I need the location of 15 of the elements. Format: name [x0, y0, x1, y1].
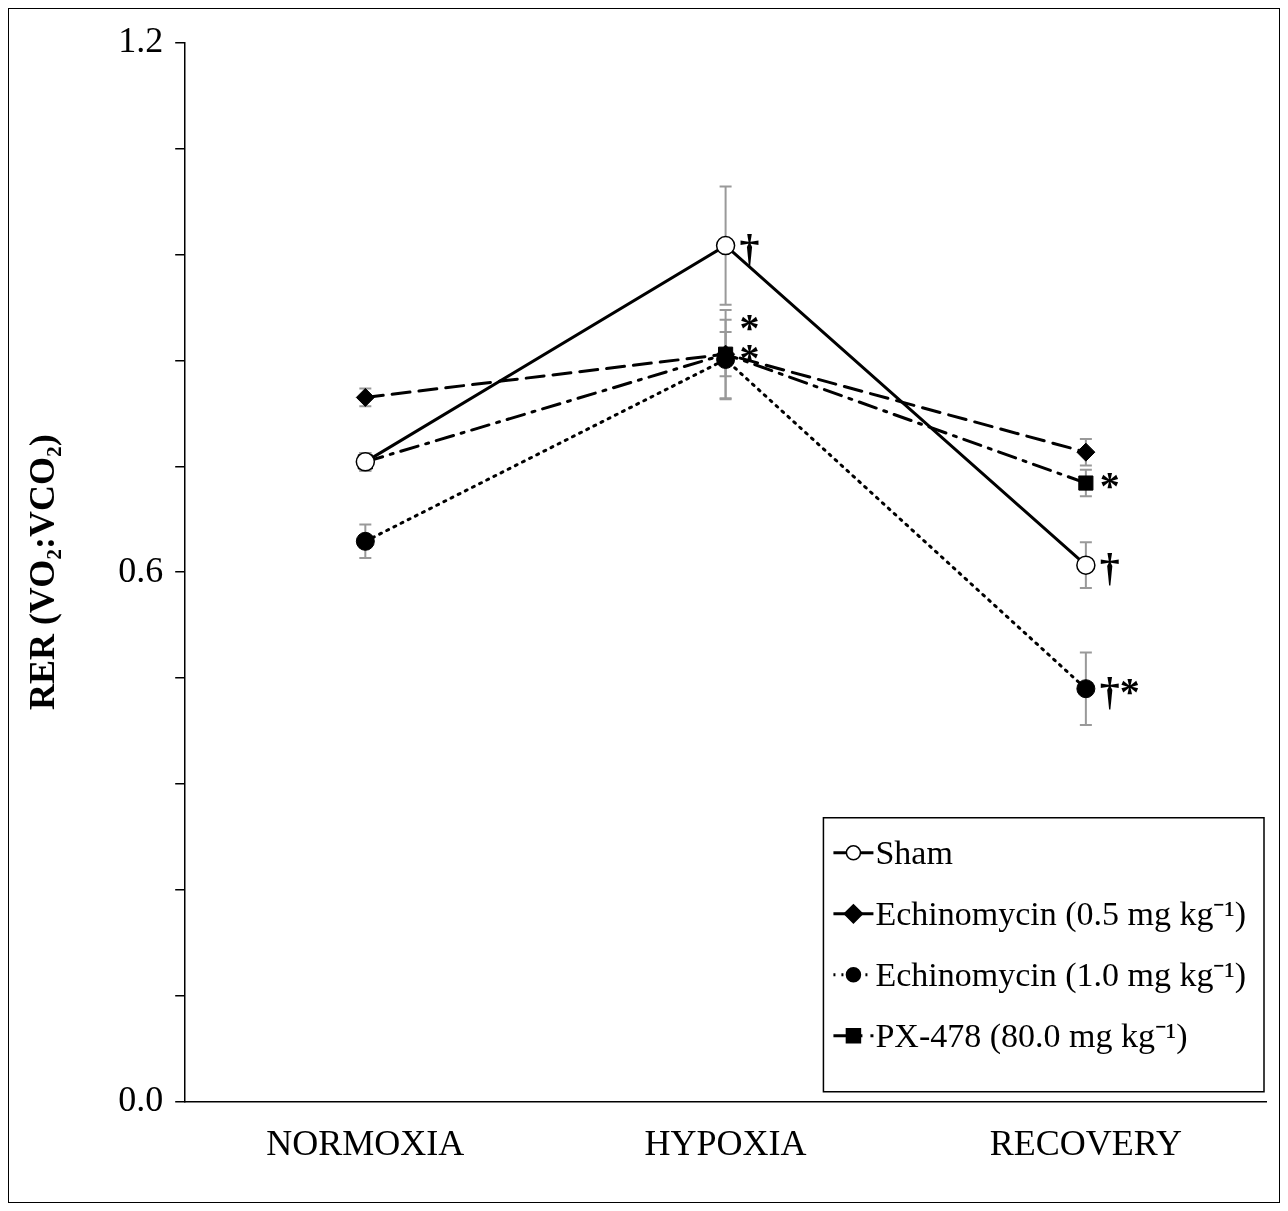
legend-label: PX-478 (80.0 mg kg⁻¹) [875, 1016, 1188, 1055]
legend-label: Echinomycin (1.0 mg kg⁻¹) [875, 955, 1246, 994]
x-tick-label: RECOVERY [989, 1122, 1182, 1163]
x-tick-label: NORMOXIA [266, 1122, 465, 1163]
y-tick-label: 0.6 [118, 549, 164, 590]
legend-label: Echinomycin (0.5 mg kg⁻¹) [875, 894, 1246, 933]
y-tick-label: 0.0 [118, 1079, 164, 1120]
annotation: †* [1099, 669, 1140, 715]
y-tick-label: 1.2 [118, 20, 164, 61]
x-tick-label: HYPOXIA [644, 1122, 807, 1163]
annotation: * [1099, 463, 1120, 509]
y-axis-title: RER (VO₂:VCO₂) [21, 434, 62, 711]
legend-label: Sham [875, 833, 953, 871]
annotation: † [739, 225, 760, 271]
annotation: † [1099, 545, 1120, 591]
